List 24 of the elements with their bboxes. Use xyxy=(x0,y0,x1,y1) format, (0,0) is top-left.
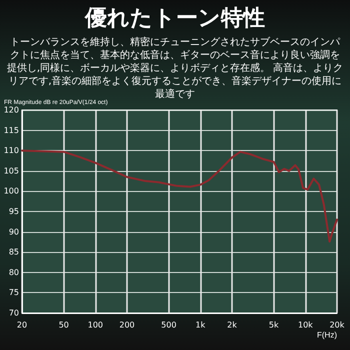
y-tick-label: 70 xyxy=(8,308,19,318)
chart-subtitle: トーンバランスを維持し、精密にチューニングされたサブベースのインパクトに焦点を当て、基本的な低音は、ギターのベース音により良い強調を提供し,同様に、ボーカルや楽器に、よりボディと存在感。 高音は、よりクリアです,音楽の細部をよく復元することができ、音楽デザイナーの使用に最適です xyxy=(6,36,344,100)
y-tick-label: 75 xyxy=(8,288,19,298)
x-tick-label: 50 xyxy=(58,320,69,330)
x-tick-label: 20k xyxy=(330,320,345,330)
chart-title: 優れたトーン特性 xyxy=(84,5,266,32)
y-tick-label: 115 xyxy=(4,126,19,135)
x-tick-label: 500 xyxy=(161,320,176,330)
y-tick-label: 100 xyxy=(4,186,19,196)
x-tick-label: 1k xyxy=(196,320,206,330)
x-tick-label: 2k xyxy=(227,320,238,330)
x-tick-label: 10k xyxy=(298,320,314,330)
x-tick-label: 20 xyxy=(16,320,28,330)
y-tick-label: 90 xyxy=(8,227,19,236)
x-tick-label: 200 xyxy=(119,320,135,330)
x-axis-title: F(Hz) xyxy=(317,330,338,340)
y-tick-label: 85 xyxy=(8,248,19,257)
y-tick-label: 80 xyxy=(8,268,19,277)
y-tick-label: 120 xyxy=(4,106,19,114)
y-tick-label: 105 xyxy=(4,166,19,176)
y-tick-label: 110 xyxy=(4,146,19,156)
y-tick-label: 95 xyxy=(8,207,19,216)
x-tick-label: 5k xyxy=(268,320,280,330)
x-tick-label: 100 xyxy=(88,320,104,330)
